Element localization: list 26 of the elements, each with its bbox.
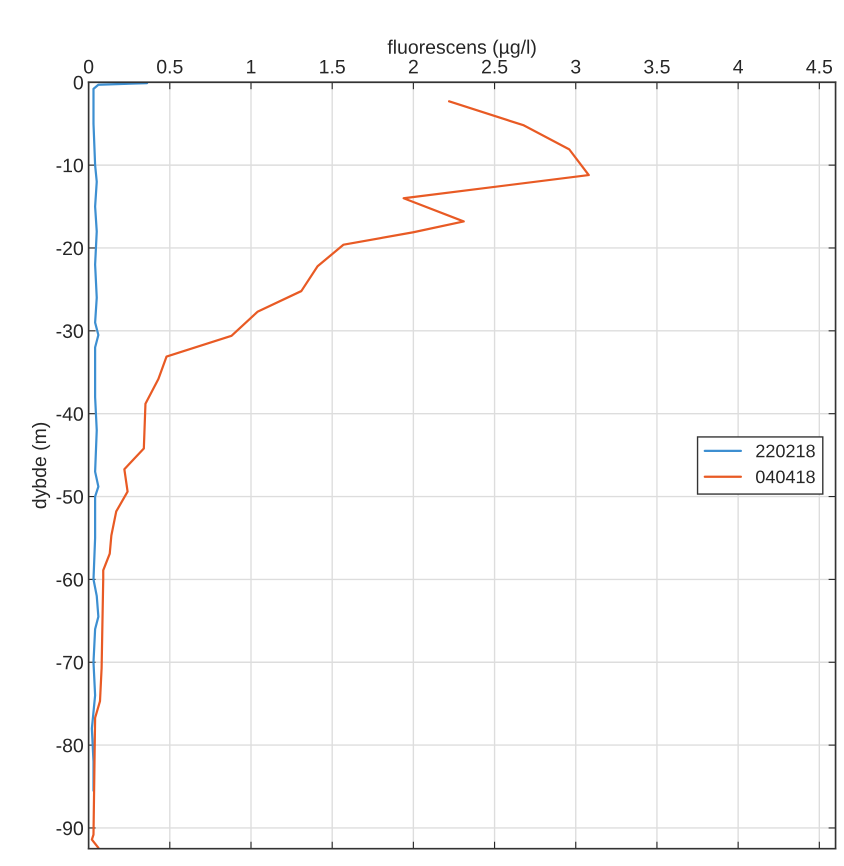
x-tick-label: 3.5 (644, 60, 670, 74)
y-tick-label: 0 (74, 76, 83, 90)
line-series (90, 100, 590, 849)
y-tick-label: -20 (56, 241, 83, 256)
x-tick-label: 1 (247, 60, 256, 74)
legend-label: 220218 (756, 444, 815, 458)
y-tick-label: -70 (56, 656, 83, 670)
x-tick-label: 4 (733, 60, 743, 74)
y-tick-label: -30 (56, 324, 83, 338)
x-tick-label: 3 (571, 60, 580, 74)
y-axis-title: dybde (m) (32, 422, 50, 508)
line-series (90, 82, 148, 792)
y-tick-label: -60 (56, 572, 83, 587)
x-tick-label: 0 (84, 60, 94, 74)
x-tick-label: 2 (408, 60, 418, 74)
y-tick-label: -50 (56, 490, 83, 504)
x-tick-label: 2.5 (482, 60, 508, 74)
x-tick-label: 1.5 (320, 60, 345, 74)
legend-label: 040418 (756, 470, 815, 484)
x-tick-label: 4.5 (806, 60, 832, 74)
y-tick-label: -40 (56, 407, 83, 421)
y-tick-label: -10 (56, 158, 83, 172)
y-tick-label: -80 (56, 738, 83, 752)
x-tick-label: 0.5 (157, 60, 183, 74)
y-tick-label: -90 (56, 821, 83, 836)
x-axis-title: fluorescens (µg/l) (388, 40, 536, 58)
